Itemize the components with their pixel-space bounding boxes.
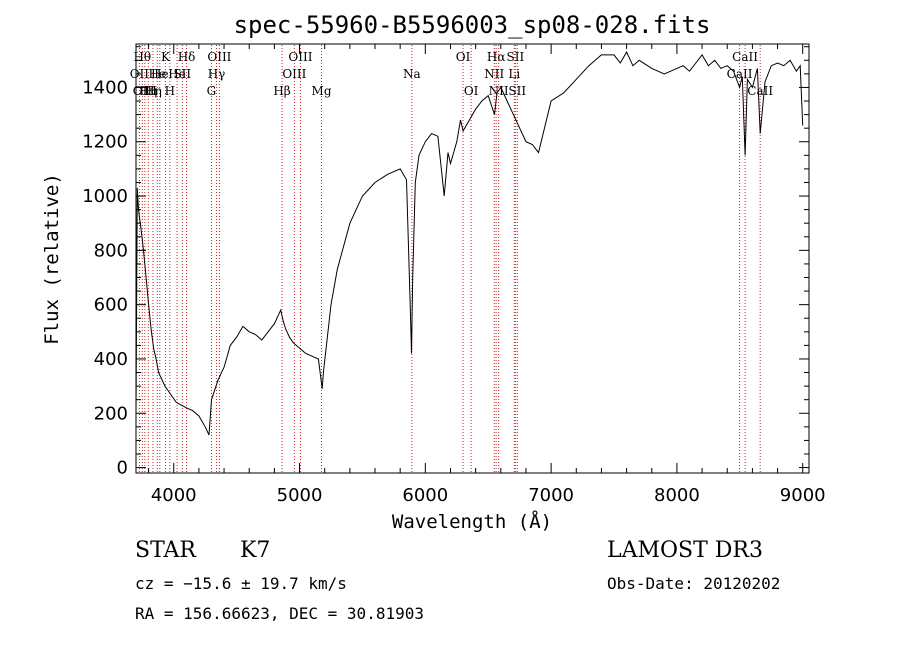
line-marker-label-sii-6716: SII <box>507 50 525 64</box>
line-marker-label-caii-8498: CaII <box>727 67 753 81</box>
x-tick-label-9000: 9000 <box>780 485 826 506</box>
line-marker-label-caii-8542: CaII <box>732 50 758 64</box>
line-marker-label-nii-6583: NII <box>489 84 509 98</box>
plot-frame <box>135 43 810 474</box>
y-tick-label-0: 0 <box>117 458 128 479</box>
line-marker-label-oi-6300: OI <box>456 50 471 64</box>
line-marker-label-sii-4068: SII <box>173 67 191 81</box>
line-marker-label-hδ-4102: Hδ <box>178 50 196 64</box>
line-marker-label-oiii-4363: OIII <box>207 50 231 64</box>
line-marker-label-oii-3727: OII <box>130 67 150 81</box>
line-marker-label-g-4300: G <box>207 84 217 98</box>
y-tick-label-200: 200 <box>94 403 128 424</box>
x-tick-label-8000: 8000 <box>654 485 700 506</box>
line-marker-label-oiii-3770: OIII <box>133 84 157 98</box>
line-marker-label-hγ-4340: Hγ <box>208 67 226 81</box>
line-marker-label-nii-6548: NII <box>484 67 504 81</box>
line-marker-label-he-4026: He <box>168 67 186 81</box>
y-tick-label-1000: 1000 <box>82 186 128 207</box>
spectrum-series-line <box>135 51 804 436</box>
line-marker-label-caii-8662: CaII <box>747 84 773 98</box>
x-tick-label-4000: 4000 <box>151 485 197 506</box>
line-marker-label-hθ-3750: Hθ <box>133 50 151 64</box>
y-axis-label: Flux (relative) <box>41 173 63 345</box>
line-marker-label-he-3889: He <box>151 67 169 81</box>
axis-ticks-layer: 4000 5000 6000 7000 8000 9000 0 200 400 600 800 100… <box>82 44 826 506</box>
line-marker-label-oiii-4959: OIII <box>282 67 306 81</box>
line-marker-label-oiii-5007: OIII <box>288 50 312 64</box>
line-marker-label-hη-3798: Hη <box>139 84 157 98</box>
y-tick-label-1400: 1400 <box>82 77 128 98</box>
chart-title: spec-55960-B5596003_sp08-028.fits <box>234 11 711 39</box>
line-markers-layer <box>138 45 761 472</box>
survey-name: LAMOST DR3 <box>607 538 763 563</box>
line-marker-label-oi-6364: OI <box>464 84 479 98</box>
redshift-velocity: cz = −15.6 ± 19.7 km/s <box>135 574 347 593</box>
x-tick-label-7000: 7000 <box>528 485 574 506</box>
line-marker-label-k-3934: K <box>161 50 171 64</box>
line-marker-label-hβ-4861: Hβ <box>273 84 290 98</box>
line-marker-label-hη-3835: Hη <box>144 84 162 98</box>
observation-date: Obs-Date: 20120202 <box>607 574 781 593</box>
y-tick-label-400: 400 <box>94 349 128 370</box>
line-marker-labels-layer: OIIHθOIIIHηHηHeHeKHHeSIIHδGHγOIIIHβOIIIO… <box>130 50 774 98</box>
line-marker-label-he-3869: He <box>148 67 166 81</box>
y-tick-label-600: 600 <box>94 295 128 316</box>
line-marker-label-sii-6731: SII <box>508 84 526 98</box>
ra-dec-coordinates: RA = 156.66623, DEC = 30.81903 <box>135 604 424 623</box>
x-tick-label-6000: 6000 <box>402 485 448 506</box>
line-marker-label-hα-6563: Hα <box>487 50 506 64</box>
line-marker-label-h-3969: H <box>165 84 175 98</box>
spectral-subclass: K7 <box>240 538 271 563</box>
line-marker-label-mg-5175: Mg <box>312 84 332 98</box>
x-tick-label-5000: 5000 <box>277 485 323 506</box>
y-tick-label-1200: 1200 <box>82 132 128 153</box>
line-marker-label-na-5893: Na <box>403 67 421 81</box>
y-tick-label-800: 800 <box>94 240 128 261</box>
line-marker-label-li-6707: Li <box>508 67 520 81</box>
x-axis-label: Wavelength (Å) <box>392 510 552 533</box>
object-class: STAR <box>135 538 196 563</box>
